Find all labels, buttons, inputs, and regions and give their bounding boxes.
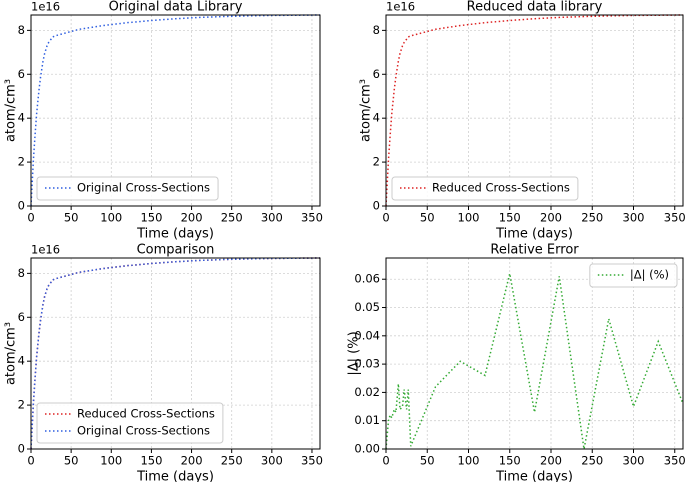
chart-title: Original data Library [109, 0, 243, 15]
y-tick-label: 0.04 [354, 328, 380, 342]
y-tick-label: 2 [373, 155, 380, 169]
y-tick-label: 0.01 [354, 413, 380, 427]
y-tick-label: 6 [373, 67, 380, 81]
axes-frame [385, 14, 684, 207]
y-tick-label: 0.06 [354, 272, 380, 286]
x-tick-label: 250 [221, 454, 243, 468]
x-tick-label: 250 [581, 454, 603, 468]
x-tick-label: 100 [100, 211, 122, 225]
x-axis-label: Time (days) [136, 470, 214, 482]
chart-title: Reduced data library [467, 0, 603, 15]
x-tick-label: 150 [499, 454, 521, 468]
y-tick-label: 0.02 [354, 385, 380, 399]
x-tick-label: 0 [27, 454, 34, 468]
legend: Reduced Cross-Sections [391, 176, 579, 201]
x-tick-label: 350 [664, 211, 685, 225]
series-line [385, 14, 684, 207]
x-tick-label: 0 [382, 454, 389, 468]
y-tick-label: 6 [18, 67, 25, 81]
x-tick-label: 100 [100, 454, 122, 468]
y-tick-label: 2 [18, 155, 25, 169]
y-tick-label: 8 [373, 23, 380, 37]
x-tick-label: 0 [27, 211, 34, 225]
legend-label: Reduced Cross-Sections [77, 407, 215, 421]
y-tick-label: 0 [18, 442, 25, 456]
y-offset-label: 1e16 [31, 0, 60, 14]
legend-label: Original Cross-Sections [77, 181, 210, 195]
chart-title: Relative Error [490, 243, 579, 258]
series-line [385, 273, 684, 450]
y-offset-label: 1e16 [31, 243, 60, 257]
x-tick-label: 250 [581, 211, 603, 225]
legend-box [589, 263, 678, 288]
x-tick-label: 350 [664, 454, 685, 468]
x-tick-label: 200 [181, 211, 203, 225]
y-tick-label: 8 [18, 266, 25, 280]
y-tick-label: 4 [18, 111, 25, 125]
x-tick-label: 150 [140, 454, 162, 468]
legend: |Δ| (%) [589, 263, 678, 288]
y-tick-label: 8 [18, 23, 25, 37]
x-tick-label: 250 [221, 211, 243, 225]
x-tick-label: 0 [382, 211, 389, 225]
y-tick-label: 0.05 [354, 300, 380, 314]
legend: Original Cross-Sections [36, 176, 219, 201]
y-axis-label: atom/cm³ [4, 322, 19, 385]
y-tick-label: 2 [18, 398, 25, 412]
legend: Reduced Cross-Sections Original Cross-Sec… [36, 402, 224, 444]
axes-frame [385, 257, 684, 450]
x-tick-label: 200 [181, 454, 203, 468]
chart-title: Comparison [137, 243, 215, 258]
x-tick-label: 50 [64, 211, 79, 225]
x-tick-label: 100 [458, 211, 480, 225]
x-tick-label: 50 [420, 211, 435, 225]
x-tick-label: 300 [261, 211, 283, 225]
legend-label: Reduced Cross-Sections [432, 181, 570, 195]
x-tick-label: 200 [540, 454, 562, 468]
y-tick-label: 0 [373, 199, 380, 213]
y-tick-label: 0 [18, 199, 25, 213]
x-tick-label: 350 [301, 211, 323, 225]
y-tick-label: 0.00 [354, 442, 380, 456]
y-tick-label: 6 [18, 310, 25, 324]
y-axis-label: |Δ| (%) [347, 331, 362, 375]
series-line [30, 14, 321, 207]
x-tick-label: 350 [301, 454, 323, 468]
x-axis-label: Time (days) [495, 470, 573, 482]
x-tick-label: 100 [458, 454, 480, 468]
y-tick-label: 4 [373, 111, 380, 125]
y-axis-label: atom/cm³ [4, 79, 19, 142]
x-tick-label: 300 [623, 454, 645, 468]
x-tick-label: 150 [140, 211, 162, 225]
series-line [30, 257, 321, 450]
legend-box [36, 176, 219, 201]
y-axis-label: atom/cm³ [359, 79, 374, 142]
x-tick-label: 300 [261, 454, 283, 468]
y-tick-label: 4 [18, 354, 25, 368]
x-tick-label: 300 [623, 211, 645, 225]
x-axis-label: Time (days) [136, 227, 214, 242]
legend-label: Original Cross-Sections [77, 424, 210, 438]
legend-label: |Δ| (%) [630, 268, 669, 282]
y-tick-label: 0.03 [354, 357, 380, 371]
x-axis-label: Time (days) [495, 227, 573, 242]
x-tick-label: 50 [64, 454, 79, 468]
x-tick-label: 50 [420, 454, 435, 468]
x-tick-label: 150 [499, 211, 521, 225]
y-offset-label: 1e16 [386, 0, 415, 14]
x-tick-label: 200 [540, 211, 562, 225]
legend-box [36, 402, 224, 444]
legend-box [391, 176, 579, 201]
axes-frame [30, 257, 321, 450]
axes-frame [30, 14, 321, 207]
